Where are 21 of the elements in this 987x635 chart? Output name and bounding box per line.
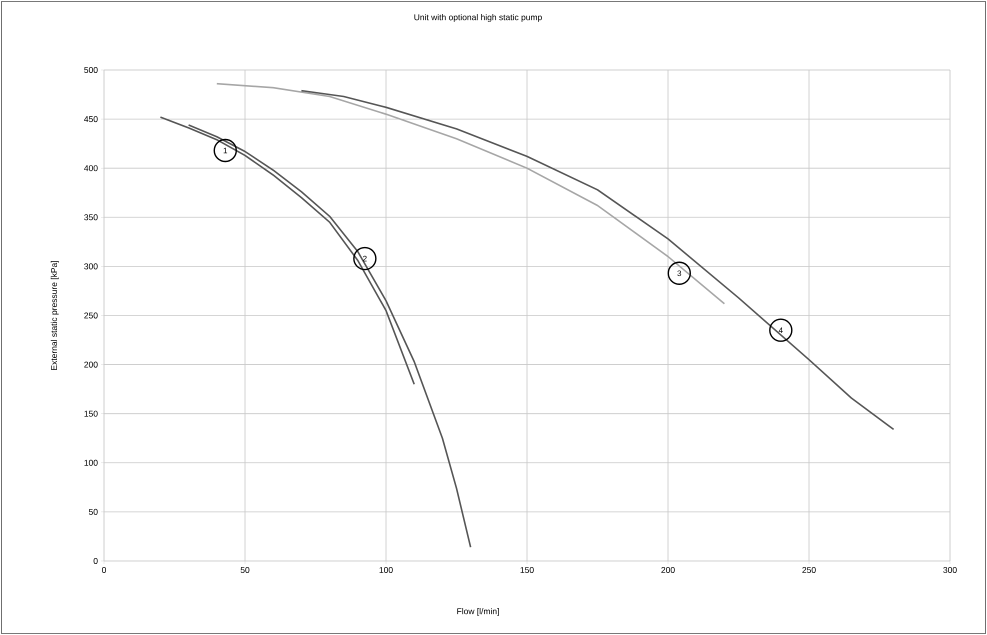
y-tick-label: 250 bbox=[84, 312, 98, 318]
y-tick-label: 450 bbox=[84, 116, 98, 122]
y-tick-label: 100 bbox=[84, 460, 98, 466]
x-tick-label: 100 bbox=[380, 567, 393, 573]
x-tick-label: 250 bbox=[802, 567, 816, 573]
y-tick-label: 200 bbox=[84, 362, 98, 368]
y-tick-label: 500 bbox=[84, 66, 98, 73]
chart-title: Unit with optional high static pump bbox=[414, 14, 542, 22]
x-tick-label: 50 bbox=[240, 567, 250, 573]
x-tick-label: 150 bbox=[520, 567, 534, 573]
y-tick-label: 0 bbox=[94, 558, 98, 564]
y-tick-label: 300 bbox=[84, 263, 98, 270]
y-axis-title: External static pressure [kPa] bbox=[50, 261, 59, 370]
x-axis-title: Flow [l/min] bbox=[457, 608, 499, 616]
y-tick-label: 400 bbox=[84, 165, 98, 172]
y-tick-label: 150 bbox=[84, 410, 98, 417]
x-tick-label: 200 bbox=[661, 567, 675, 573]
x-tick-label: 0 bbox=[102, 567, 106, 573]
y-tick-label: 50 bbox=[88, 508, 98, 515]
x-tick-label: 300 bbox=[943, 567, 957, 573]
y-tick-label: 350 bbox=[84, 214, 98, 220]
